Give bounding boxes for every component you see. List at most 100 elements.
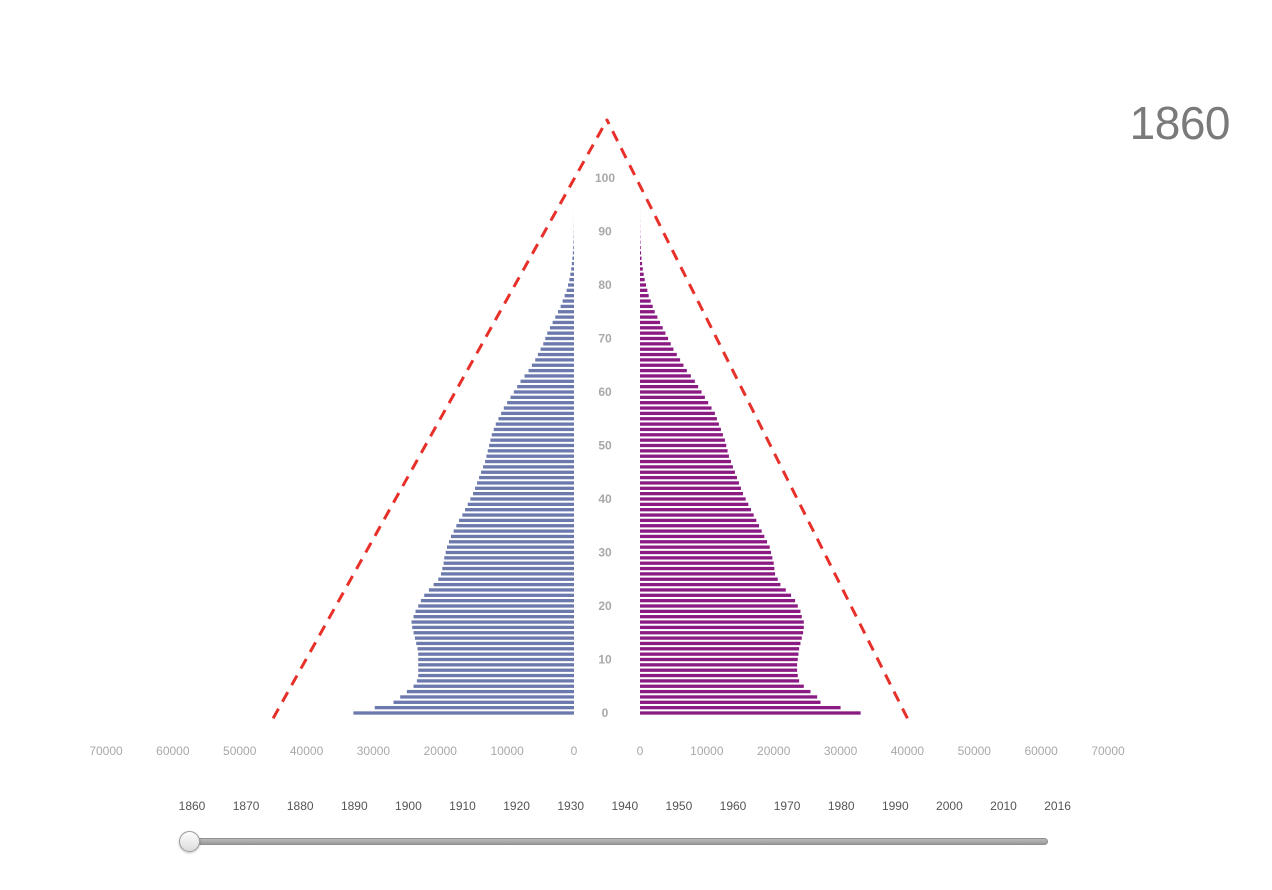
male-x-axis: 0 10000 20000 30000 40000 50000 60000 70000 <box>89 744 577 758</box>
female-bar-age-17 <box>640 620 804 624</box>
year-tick-1960: 1960 <box>720 799 747 813</box>
female-bar-age-24 <box>640 582 781 587</box>
female-bar-age-60 <box>640 390 702 394</box>
female-bar-age-45 <box>640 470 735 474</box>
male-bar-age-49 <box>487 449 574 453</box>
female-bar-age-10 <box>640 657 798 662</box>
female-bar-age-78 <box>640 294 649 298</box>
female-bar-age-52 <box>640 433 723 437</box>
female-bar-age-80 <box>640 283 647 287</box>
male-x-tick-label: 30000 <box>357 744 391 758</box>
female-x-tick-label: 20000 <box>757 744 791 758</box>
male-bar-age-74 <box>555 315 574 319</box>
female-bar-age-16 <box>640 625 804 630</box>
female-bar-age-8 <box>640 668 798 672</box>
female-bar-age-81 <box>640 277 645 282</box>
year-tick-1910: 1910 <box>449 799 476 813</box>
age-tick-label: 70 <box>598 332 612 346</box>
year-tick-1900: 1900 <box>395 799 422 813</box>
male-bar-age-79 <box>566 288 574 293</box>
female-bar-age-84 <box>640 261 643 266</box>
female-bar-age-40 <box>640 497 746 501</box>
year-slider-handle[interactable] <box>179 831 200 852</box>
age-tick-label: 10 <box>598 653 612 667</box>
male-bar-age-43 <box>477 481 574 485</box>
male-bar-age-34 <box>453 529 574 533</box>
male-bar-age-35 <box>456 524 574 528</box>
male-bar-age-82 <box>570 272 574 276</box>
female-bar-age-7 <box>640 673 798 678</box>
male-bar-age-85 <box>572 256 574 260</box>
female-bar-age-27 <box>640 566 775 571</box>
year-slider-ticks: 1860 1870 1880 1890 1900 1910 1920 1930 1940 1950… <box>179 799 1072 813</box>
female-bar-age-2 <box>640 700 821 704</box>
male-bar-age-48 <box>486 454 574 458</box>
female-bar-age-44 <box>640 475 737 480</box>
male-bar-age-32 <box>448 540 574 544</box>
male-bar-age-23 <box>428 588 574 592</box>
year-tick-2010: 2010 <box>990 799 1017 813</box>
male-bar-age-57 <box>503 406 574 410</box>
year-tick-2016: 2016 <box>1044 799 1071 813</box>
age-tick-label: 100 <box>595 171 615 185</box>
male-x-tick-label: 40000 <box>290 744 324 758</box>
male-bar-age-86 <box>572 251 574 255</box>
male-bar-age-45 <box>481 470 574 474</box>
age-tick-label: 0 <box>602 706 609 720</box>
female-bars <box>640 192 861 715</box>
male-bar-age-20 <box>418 604 574 608</box>
male-bar-age-5 <box>413 684 574 688</box>
female-bar-age-21 <box>640 598 796 603</box>
male-bar-age-9 <box>418 663 574 667</box>
year-tick-2000: 2000 <box>936 799 963 813</box>
female-bar-age-51 <box>640 438 725 442</box>
female-bar-age-13 <box>640 641 801 646</box>
female-bar-age-12 <box>640 647 800 651</box>
year-slider-track[interactable] <box>190 838 1048 845</box>
female-bar-age-19 <box>640 609 801 614</box>
female-bar-age-49 <box>640 449 728 453</box>
male-bar-age-13 <box>416 641 574 646</box>
male-bar-age-33 <box>450 534 574 539</box>
female-bar-age-1 <box>640 705 841 710</box>
female-bar-age-4 <box>640 689 811 694</box>
female-bar-age-38 <box>640 508 751 512</box>
male-bar-age-22 <box>424 593 574 597</box>
female-bar-age-73 <box>640 320 661 325</box>
female-bar-age-61 <box>640 384 699 389</box>
male-bar-age-69 <box>543 342 574 346</box>
female-x-axis: 0 10000 20000 30000 40000 50000 60000 70000 <box>637 744 1125 758</box>
female-bar-age-29 <box>640 556 773 560</box>
male-bar-age-52 <box>491 433 574 437</box>
male-bar-age-26 <box>440 572 574 576</box>
male-bar-age-51 <box>490 438 574 442</box>
female-bar-age-14 <box>640 636 802 640</box>
male-bar-age-14 <box>414 636 574 640</box>
female-bar-age-72 <box>640 326 663 330</box>
female-bar-age-67 <box>640 352 677 357</box>
female-bar-age-87 <box>640 245 641 250</box>
male-bar-age-68 <box>540 347 574 351</box>
male-bar-age-77 <box>562 299 574 303</box>
female-bar-age-37 <box>640 513 754 517</box>
female-bar-age-82 <box>640 272 644 276</box>
male-bar-age-66 <box>535 358 574 362</box>
male-bar-age-62 <box>520 379 574 383</box>
male-bar-age-8 <box>418 668 574 672</box>
female-bar-age-41 <box>640 491 743 496</box>
male-bar-age-58 <box>507 401 574 405</box>
female-x-tick-label: 60000 <box>1024 744 1058 758</box>
male-bar-age-10 <box>418 657 574 662</box>
male-bar-age-24 <box>433 582 574 587</box>
female-x-tick-label: 0 <box>637 744 644 758</box>
male-bar-age-76 <box>560 304 574 309</box>
male-bar-age-65 <box>531 363 574 367</box>
age-tick-label: 40 <box>598 492 612 506</box>
female-bar-age-71 <box>640 331 666 335</box>
male-bar-age-46 <box>483 465 574 469</box>
male-bar-age-28 <box>443 561 574 565</box>
female-bar-age-36 <box>640 518 757 523</box>
male-bar-age-16 <box>412 625 574 630</box>
female-x-tick-label: 40000 <box>891 744 925 758</box>
male-bar-age-44 <box>479 475 574 480</box>
